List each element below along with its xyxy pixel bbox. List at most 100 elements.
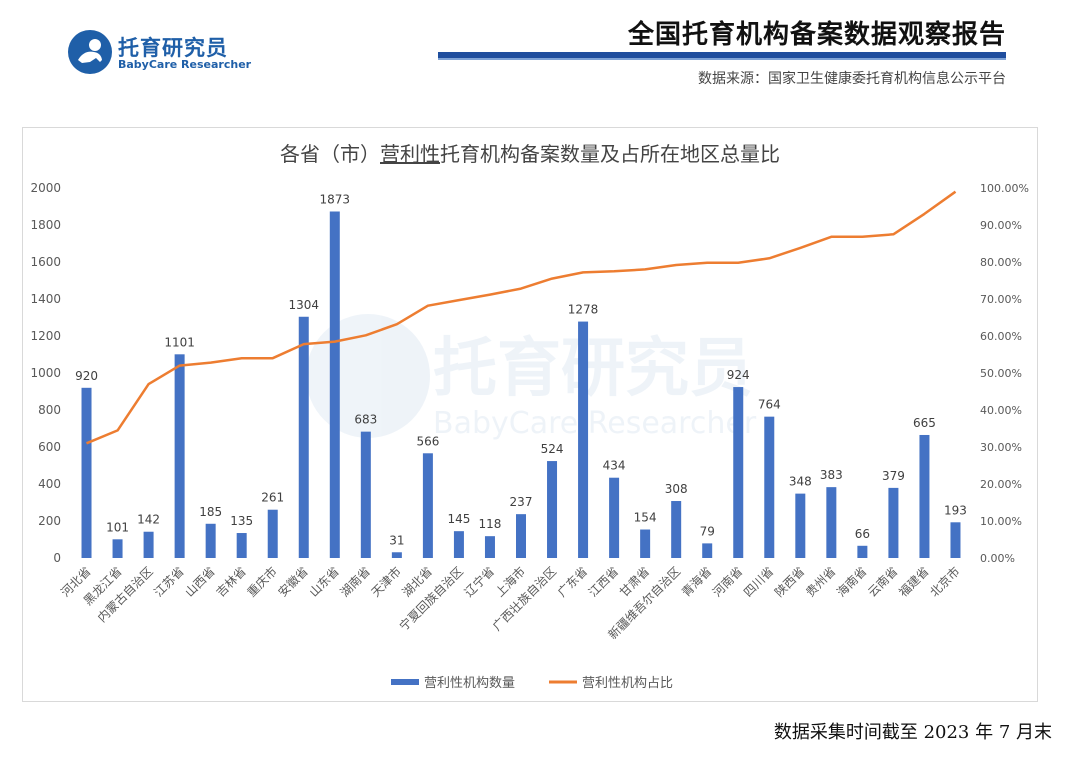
x-tick-label: 山西省 (182, 564, 217, 599)
bar-value-label: 66 (855, 527, 870, 541)
bar (919, 434, 930, 558)
bar (267, 509, 278, 558)
bar (236, 533, 247, 558)
x-tick-label: 辽宁省 (461, 564, 497, 600)
bar-value-label: 237 (510, 495, 533, 509)
chart-title-emph: 营利性 (380, 142, 440, 166)
left-axis: 0 200 400 600 800 1000 1200 1400 1600 1800 2000 (30, 181, 61, 565)
bar-value-label: 1873 (320, 192, 351, 206)
bar-value-label: 185 (199, 505, 222, 519)
x-tick-label: 青海省 (678, 564, 714, 600)
bar (143, 531, 154, 558)
x-tick-label: 陕西省 (771, 564, 807, 600)
bar-value-label: 79 (700, 524, 715, 538)
data-source: 数据来源：国家卫生健康委托育机构信息公示平台 (698, 71, 1006, 87)
legend-line-label: 营利性机构占比 (582, 676, 673, 691)
bar-value-label: 1304 (288, 298, 319, 312)
bar-value-label: 308 (665, 482, 688, 496)
bar-value-label: 920 (75, 369, 98, 383)
bar-value-label: 348 (789, 475, 812, 489)
bar (391, 552, 402, 558)
x-tick-label: 湖南省 (337, 564, 373, 600)
line-series (86, 190, 957, 445)
bar (857, 545, 868, 558)
y-tick-left: 1800 (30, 218, 61, 232)
bar (112, 539, 123, 558)
x-tick-label: 山东省 (307, 564, 342, 599)
bar (702, 543, 713, 558)
x-tick-label: 重庆市 (244, 564, 280, 600)
bar (360, 431, 371, 558)
bar-value-label: 154 (634, 511, 657, 525)
bar-value-label: 665 (913, 416, 936, 430)
bar-value-label: 683 (354, 413, 377, 427)
y-tick-right: 90.00% (980, 219, 1022, 232)
bar-value-label: 193 (944, 503, 967, 517)
y-tick-right: 0.00% (980, 552, 1015, 565)
x-tick-label: 海南省 (833, 564, 869, 600)
bar-value-label: 101 (106, 520, 129, 534)
x-tick-label: 江苏省 (151, 564, 186, 599)
bar (174, 354, 185, 558)
x-tick-label: 广东省 (555, 564, 590, 599)
legend-bar-swatch (391, 679, 419, 685)
bar (516, 514, 526, 558)
y-tick-left: 600 (38, 440, 61, 454)
bar-value-label: 118 (479, 517, 502, 531)
legend: 营利性机构数量 营利性机构占比 (391, 676, 673, 691)
watermark-text: 托育研究员 (433, 332, 753, 406)
bar (609, 477, 620, 558)
legend-bar-label: 营利性机构数量 (424, 676, 515, 691)
bar-value-label: 142 (137, 513, 160, 527)
chart-title-suffix: 托育机构备案数量及占所在地区总量比 (440, 142, 780, 166)
bar (733, 387, 744, 558)
x-tick-label: 北京市 (927, 564, 963, 600)
bar (950, 522, 961, 558)
logo-name: 托育研究员 (118, 36, 228, 60)
chart-frame: 托育研究员 BabyCare Researcher 各省（市）营利性托育机构备案… (22, 127, 1038, 702)
bar-value-label: 566 (416, 434, 439, 448)
bar (826, 487, 837, 558)
y-tick-right: 70.00% (980, 293, 1022, 306)
bar (578, 321, 589, 558)
x-axis-labels: 河北省黑龙江省内蒙古自治区江苏省山西省吉林省重庆市安徽省山东省湖南省天津市湖北省… (58, 564, 962, 642)
bar-value-label: 383 (820, 468, 843, 482)
y-tick-right: 10.00% (980, 515, 1022, 528)
right-axis: 0.00% 10.00% 20.00% 30.00% 40.00% 50.00% 60.00… (980, 182, 1029, 565)
bar (453, 531, 464, 558)
x-tick-label: 河南省 (709, 564, 745, 600)
bar (671, 501, 682, 558)
x-tick-label: 贵州省 (803, 564, 838, 599)
bar (329, 211, 340, 558)
bar (795, 493, 806, 558)
y-tick-right: 50.00% (980, 367, 1022, 380)
bar-value-label: 1278 (568, 303, 599, 317)
bar-value-label: 379 (882, 469, 905, 483)
bar-value-label: 434 (603, 459, 626, 473)
bar (640, 529, 651, 558)
chart-title-prefix: 各省（市） (280, 142, 380, 166)
report-title: 全国托育机构备案数据观察报告 (627, 20, 1006, 50)
bar (298, 316, 309, 558)
y-tick-right: 60.00% (980, 330, 1022, 343)
title-underline-accent (438, 58, 1006, 60)
bar-value-label: 924 (727, 368, 750, 382)
y-tick-left: 400 (38, 477, 61, 491)
x-tick-label: 安徽省 (275, 564, 311, 600)
y-tick-right: 80.00% (980, 256, 1022, 269)
y-tick-left: 1000 (30, 366, 61, 380)
title-underline-bar (438, 52, 1006, 58)
x-tick-label: 四川省 (741, 564, 776, 599)
x-tick-label: 天津市 (368, 564, 404, 600)
logo-subtitle: BabyCare Researcher (118, 58, 252, 71)
chart: 托育研究员 BabyCare Researcher 各省（市）营利性托育机构备案… (30, 142, 1029, 691)
bar (764, 416, 775, 558)
y-tick-right: 20.00% (980, 478, 1022, 491)
y-tick-right: 40.00% (980, 404, 1022, 417)
y-tick-right: 100.00% (980, 182, 1029, 195)
bar (484, 536, 495, 558)
bar (205, 523, 216, 558)
chart-title: 各省（市）营利性托育机构备案数量及占所在地区总量比 (280, 142, 780, 166)
x-tick-label: 吉林省 (213, 564, 248, 599)
bar (547, 461, 558, 558)
